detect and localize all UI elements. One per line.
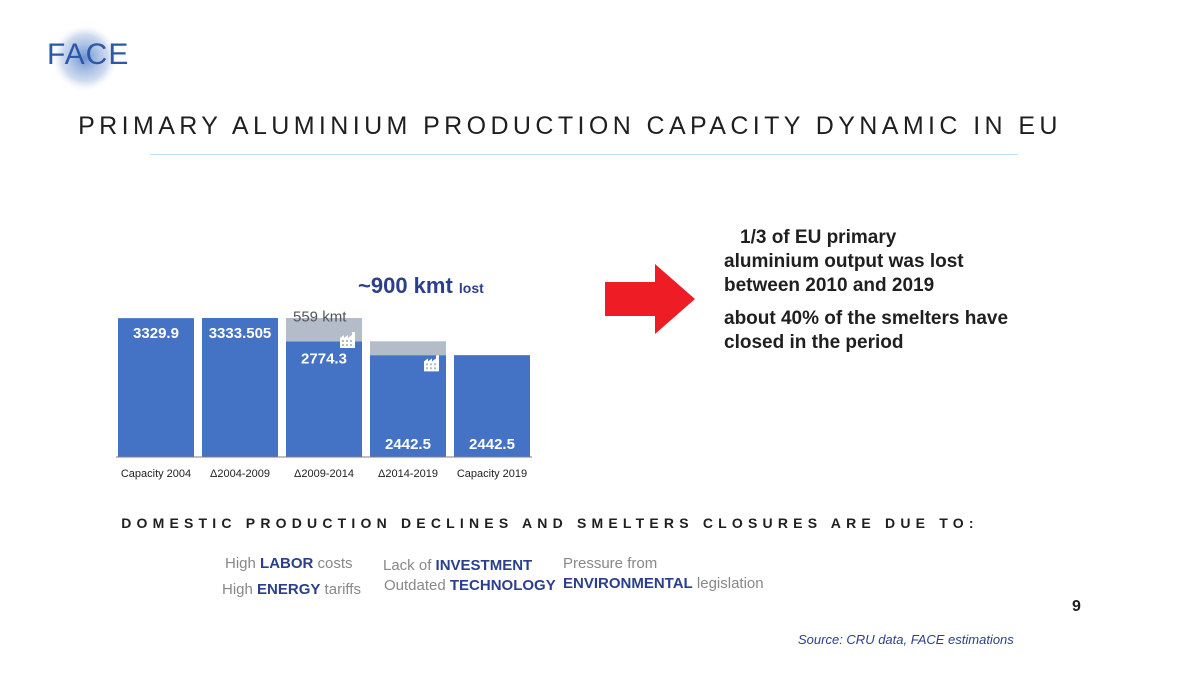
lost-callout-suffix: lost: [458, 280, 484, 296]
bar-1: [202, 318, 278, 457]
value-label-4: 2442.5: [469, 436, 515, 453]
key-point-lead: 1/3 of EU primary: [740, 227, 897, 248]
bar-3: [370, 355, 446, 457]
red-arrow-icon: [605, 264, 695, 334]
reason-labor-pre: High: [225, 555, 261, 572]
reason-energy-key: ENERGY: [257, 581, 321, 598]
lost-label-2: 559 kmt: [293, 308, 347, 325]
reason-labor-key: LABOR: [260, 555, 314, 572]
bar-0: [118, 318, 194, 457]
capacity-waterfall-chart: 3329.9 Capacity 2004 3333.505 Δ2004-2009 559…: [116, 308, 532, 480]
page-number: 9: [1072, 598, 1081, 615]
key-point-output-lost: 1/3 of EU primary aluminium output was l…: [724, 226, 1024, 298]
lost-bar-2: [286, 318, 362, 342]
value-label-1: 3333.505: [209, 325, 272, 342]
reason-labor: High LABOR costs: [225, 555, 353, 572]
reason-investment-pre: Lack of: [383, 557, 436, 574]
factory-icon: [340, 332, 355, 349]
lost-bar-3: [370, 341, 446, 356]
reason-environment-post: legislation: [692, 575, 764, 592]
reason-environment: ENVIRONMENTAL legislation: [563, 575, 764, 592]
reason-energy-post: tariffs: [320, 581, 361, 598]
face-logo: [52, 25, 118, 91]
reason-energy: High ENERGY tariffs: [222, 581, 361, 598]
key-point-rest: aluminium output was lost between 2010 a…: [724, 251, 964, 296]
reason-energy-pre: High: [222, 581, 258, 598]
value-label-2: 2774.3: [301, 350, 347, 367]
source-note: Source: CRU data, FACE estimations: [798, 632, 1014, 647]
category-label-1: Δ2004-2009: [210, 468, 270, 480]
reason-environment-key: ENVIRONMENTAL: [563, 575, 693, 592]
key-point-smelters-closed: about 40% of the smelters have closed in…: [724, 308, 1009, 353]
reason-technology-pre: Outdated: [384, 577, 450, 594]
reason-labor-post: costs: [313, 555, 353, 572]
category-label-0: Capacity 2004: [121, 468, 191, 480]
category-label-4: Capacity 2019: [457, 468, 527, 480]
reason-investment-key: INVESTMENT: [435, 557, 533, 574]
lost-callout-value: ~900 kmt: [358, 273, 453, 298]
logo-text: FACE: [47, 38, 130, 71]
bar-4: [454, 355, 530, 457]
reason-investment: Lack of INVESTMENT: [383, 557, 532, 574]
reason-environment-line1: Pressure from: [563, 555, 658, 572]
lost-callout: ~900 kmt lost: [358, 273, 484, 299]
value-label-0: 3329.9: [133, 325, 179, 342]
value-label-3: 2442.5: [385, 436, 431, 453]
reason-technology-key: TECHNOLOGY: [449, 577, 556, 594]
category-label-2: Δ2009-2014: [294, 468, 354, 480]
page-title: PRIMARY ALUMINIUM PRODUCTION CAPACITY DY…: [78, 112, 1062, 140]
factory-icon: [424, 355, 439, 372]
category-label-3: Δ2014-2019: [378, 468, 438, 480]
causes-heading: DOMESTIC PRODUCTION DECLINES AND SMELTER…: [121, 515, 979, 531]
title-divider: [150, 154, 1018, 155]
bar-2: [286, 341, 362, 457]
reason-technology: Outdated TECHNOLOGY: [384, 577, 556, 594]
